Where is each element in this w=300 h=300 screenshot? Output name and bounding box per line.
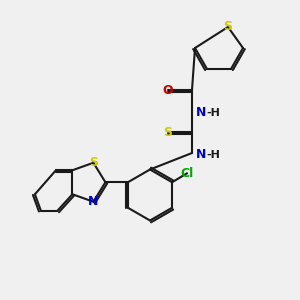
Text: N: N: [88, 195, 99, 208]
Text: O: O: [163, 83, 173, 97]
Text: S: S: [224, 20, 232, 34]
Text: Cl: Cl: [181, 167, 194, 180]
Text: S: S: [164, 125, 172, 139]
Text: -H: -H: [206, 149, 220, 160]
Text: -H: -H: [206, 107, 220, 118]
Text: N: N: [196, 106, 206, 119]
Text: S: S: [89, 156, 98, 169]
Text: N: N: [196, 148, 206, 161]
